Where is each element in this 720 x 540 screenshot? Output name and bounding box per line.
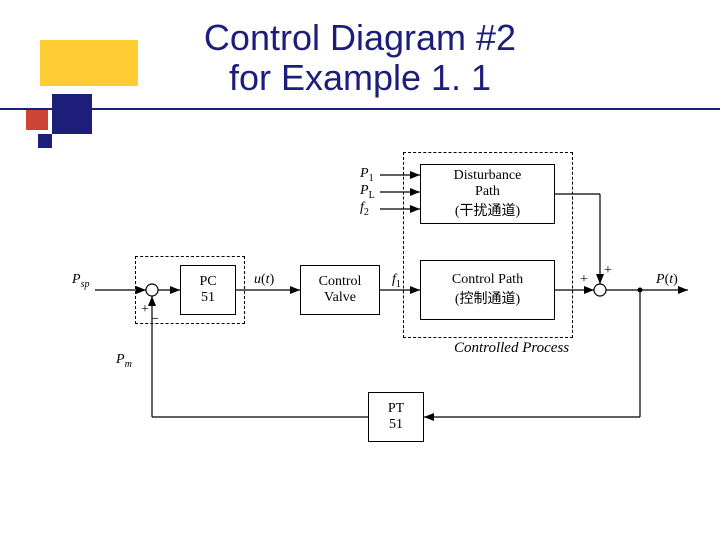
disturbance-path-block: DisturbancePath(干扰通道) xyxy=(420,164,555,224)
label-pl: PL xyxy=(360,183,375,201)
label-f1: f1 xyxy=(392,272,401,290)
label-p1: P1 xyxy=(360,166,374,184)
label-plus2b: + xyxy=(604,263,612,279)
label-controlled-process: Controlled Process xyxy=(454,340,569,357)
title-underline xyxy=(0,108,720,110)
label-plus1: + xyxy=(141,302,149,318)
label-psp: Psp xyxy=(72,272,90,290)
label-minus1: − xyxy=(151,312,159,328)
label-pm: Pm xyxy=(116,352,132,370)
pt51-block: PT51 xyxy=(368,392,424,442)
label-ut: u(t) xyxy=(254,272,274,288)
control-path-block: Control Path(控制通道) xyxy=(420,260,555,320)
deco-red-square xyxy=(26,108,48,130)
label-pt: P(t) xyxy=(656,272,678,288)
title-line-2: for Example 1. 1 xyxy=(0,58,720,98)
title-line-1: Control Diagram #2 xyxy=(0,18,720,58)
label-plus2a: + xyxy=(580,272,588,288)
control-valve-block: ControlValve xyxy=(300,265,380,315)
deco-blue-square-large xyxy=(52,94,92,134)
label-f2: f2 xyxy=(360,200,369,218)
slide-title: Control Diagram #2 for Example 1. 1 xyxy=(0,18,720,97)
deco-blue-square-small xyxy=(38,134,52,148)
pc51-block: PC51 xyxy=(180,265,236,315)
